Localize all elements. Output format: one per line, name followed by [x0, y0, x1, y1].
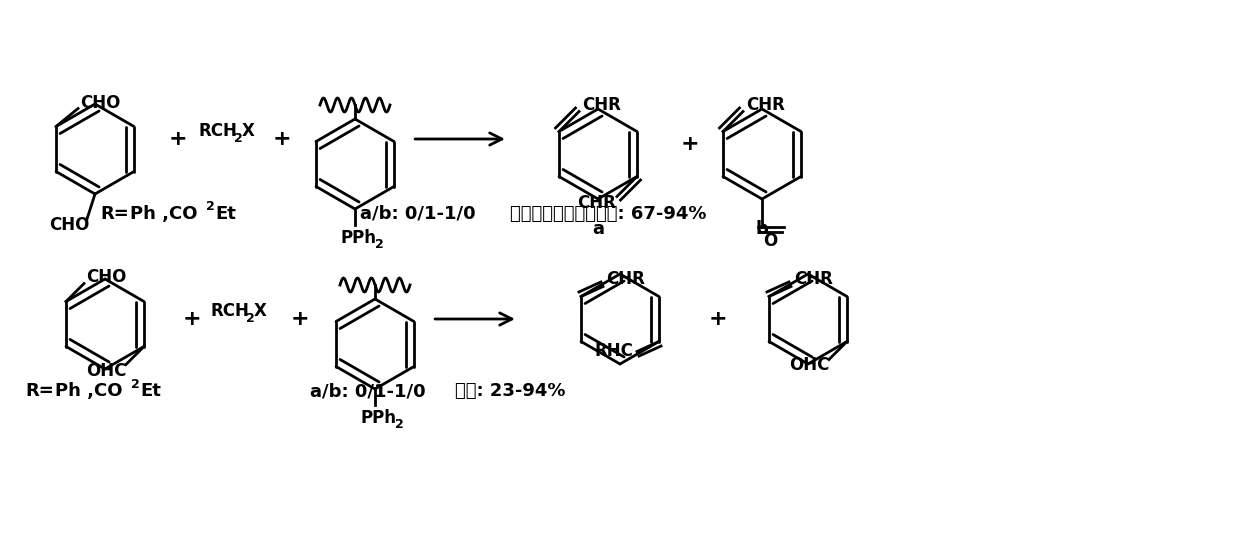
Text: RHC: RHC: [595, 342, 634, 361]
Text: 基于未回收的醇的产率: 67-94%: 基于未回收的醇的产率: 67-94%: [510, 205, 707, 223]
Text: R=: R=: [25, 382, 53, 400]
Text: +: +: [169, 129, 187, 149]
Text: +: +: [681, 134, 699, 154]
Text: CHR: CHR: [577, 194, 616, 211]
Text: a/b: 0/1-1/0: a/b: 0/1-1/0: [310, 382, 425, 400]
Text: 2: 2: [374, 238, 383, 252]
Text: +: +: [273, 129, 291, 149]
Text: RCH: RCH: [210, 302, 249, 320]
Text: CHR: CHR: [606, 271, 645, 288]
Text: Ph ,CO: Ph ,CO: [130, 205, 197, 223]
Text: R=: R=: [100, 205, 129, 223]
Text: 2: 2: [234, 132, 243, 144]
Text: CHO: CHO: [50, 216, 89, 234]
Text: X: X: [254, 302, 267, 320]
Text: b: b: [755, 220, 769, 238]
Text: Et: Et: [215, 205, 236, 223]
Text: +: +: [709, 309, 728, 329]
Text: 2: 2: [206, 201, 215, 213]
Text: X: X: [242, 122, 255, 140]
Text: PPh: PPh: [361, 409, 397, 427]
Text: a: a: [591, 220, 604, 238]
Text: Ph ,CO: Ph ,CO: [55, 382, 123, 400]
Text: CHR: CHR: [794, 271, 833, 288]
Text: PPh: PPh: [341, 229, 377, 247]
Text: 2: 2: [246, 312, 254, 324]
Text: +: +: [182, 309, 201, 329]
Text: RCH: RCH: [198, 122, 237, 140]
Text: a/b: 0/1-1/0: a/b: 0/1-1/0: [360, 205, 476, 223]
Text: Et: Et: [140, 382, 161, 400]
Text: 2: 2: [131, 377, 140, 390]
Text: CHO: CHO: [86, 268, 126, 287]
Text: CHR: CHR: [746, 95, 785, 114]
Text: CHR: CHR: [582, 95, 621, 114]
Text: OHC: OHC: [86, 362, 126, 379]
Text: OHC: OHC: [789, 356, 830, 375]
Text: CHO: CHO: [81, 93, 120, 112]
Text: +: +: [290, 309, 309, 329]
Text: 2: 2: [396, 418, 404, 432]
Text: 产率: 23-94%: 产率: 23-94%: [455, 382, 565, 400]
Text: O: O: [763, 232, 777, 250]
